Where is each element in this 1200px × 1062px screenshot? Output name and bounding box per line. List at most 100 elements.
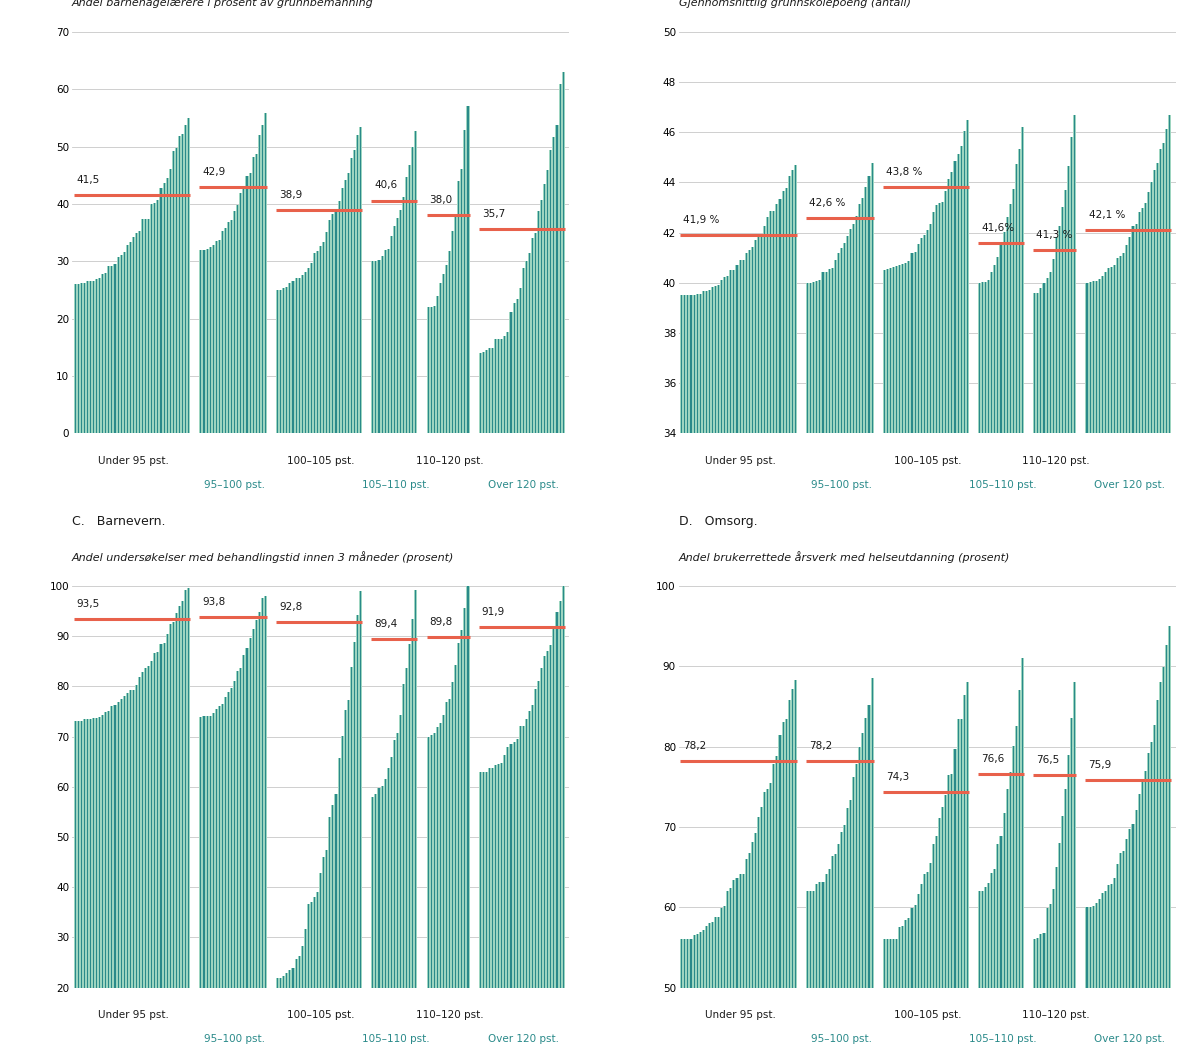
Bar: [166, 178, 169, 433]
Bar: [1058, 226, 1061, 433]
Bar: [917, 244, 919, 433]
Bar: [485, 350, 488, 433]
Bar: [187, 588, 190, 988]
Bar: [806, 891, 809, 988]
Bar: [341, 188, 343, 433]
Text: 100–105 pst.: 100–105 pst.: [894, 1010, 961, 1020]
Text: Over 120 pst.: Over 120 pst.: [1094, 1033, 1165, 1044]
Text: D.   Omsorg.: D. Omsorg.: [679, 515, 757, 528]
Bar: [205, 716, 209, 988]
Bar: [562, 72, 565, 433]
Bar: [540, 668, 544, 988]
Bar: [546, 170, 550, 433]
Bar: [929, 863, 932, 988]
Text: 92,8: 92,8: [280, 602, 302, 612]
Bar: [742, 874, 745, 988]
Bar: [710, 287, 714, 433]
Bar: [510, 311, 512, 433]
Bar: [1126, 245, 1128, 433]
Bar: [1094, 281, 1098, 433]
Bar: [218, 240, 221, 433]
Bar: [901, 926, 905, 988]
Bar: [1138, 212, 1141, 433]
Bar: [1006, 789, 1009, 988]
Bar: [868, 175, 870, 433]
Bar: [708, 923, 710, 988]
Bar: [911, 908, 913, 988]
Bar: [852, 224, 856, 433]
Bar: [558, 601, 562, 988]
Bar: [538, 681, 540, 988]
Bar: [1037, 292, 1039, 433]
Bar: [1114, 877, 1116, 988]
Text: 110–120 pst.: 110–120 pst.: [1022, 1010, 1090, 1020]
Bar: [1039, 288, 1043, 433]
Text: 105–110 pst.: 105–110 pst.: [968, 1033, 1037, 1044]
Bar: [116, 702, 120, 988]
Bar: [714, 917, 718, 988]
Bar: [264, 597, 266, 988]
Text: 40,6: 40,6: [374, 181, 397, 190]
Bar: [781, 722, 785, 988]
Bar: [156, 652, 160, 988]
Bar: [451, 230, 454, 433]
Bar: [1086, 907, 1088, 988]
Bar: [286, 288, 288, 433]
Bar: [889, 268, 892, 433]
Text: 93,5: 93,5: [77, 599, 100, 609]
Bar: [1116, 864, 1120, 988]
Bar: [1094, 904, 1098, 988]
Bar: [494, 765, 497, 988]
Bar: [1114, 266, 1116, 433]
Bar: [1156, 700, 1159, 988]
Bar: [785, 719, 787, 988]
Bar: [1159, 149, 1162, 433]
Bar: [205, 250, 209, 433]
Text: 100–105 pst.: 100–105 pst.: [894, 456, 961, 465]
Bar: [1169, 115, 1171, 433]
Bar: [528, 254, 530, 433]
Bar: [162, 184, 166, 433]
Bar: [120, 255, 122, 433]
Bar: [732, 880, 736, 988]
Bar: [690, 940, 692, 988]
Bar: [89, 281, 92, 433]
Bar: [433, 733, 436, 988]
Bar: [313, 897, 316, 988]
Bar: [482, 772, 485, 988]
Bar: [260, 125, 264, 433]
Bar: [95, 718, 98, 988]
Bar: [809, 891, 812, 988]
Bar: [239, 193, 242, 433]
Bar: [966, 120, 968, 433]
Bar: [938, 818, 941, 988]
Bar: [322, 242, 325, 433]
Bar: [990, 873, 994, 988]
Bar: [110, 706, 114, 988]
Bar: [552, 137, 556, 433]
Bar: [1106, 268, 1110, 433]
Bar: [246, 176, 248, 433]
Bar: [101, 715, 104, 988]
Bar: [359, 126, 362, 433]
Bar: [396, 219, 398, 433]
Bar: [550, 150, 552, 433]
Bar: [1018, 689, 1021, 988]
Bar: [791, 689, 794, 988]
Text: Under 95 pst.: Under 95 pst.: [98, 456, 169, 465]
Bar: [683, 295, 686, 433]
Bar: [122, 252, 126, 433]
Bar: [319, 873, 322, 988]
Bar: [148, 667, 150, 988]
Bar: [337, 757, 341, 988]
Bar: [718, 285, 720, 433]
Text: 95–100 pst.: 95–100 pst.: [811, 480, 872, 490]
Bar: [414, 589, 418, 988]
Bar: [276, 290, 280, 433]
Text: 42,1 %: 42,1 %: [1088, 210, 1124, 220]
Bar: [304, 929, 307, 988]
Bar: [815, 885, 818, 988]
Bar: [104, 273, 107, 433]
Bar: [913, 252, 917, 433]
Text: 41,3 %: 41,3 %: [1037, 230, 1073, 240]
